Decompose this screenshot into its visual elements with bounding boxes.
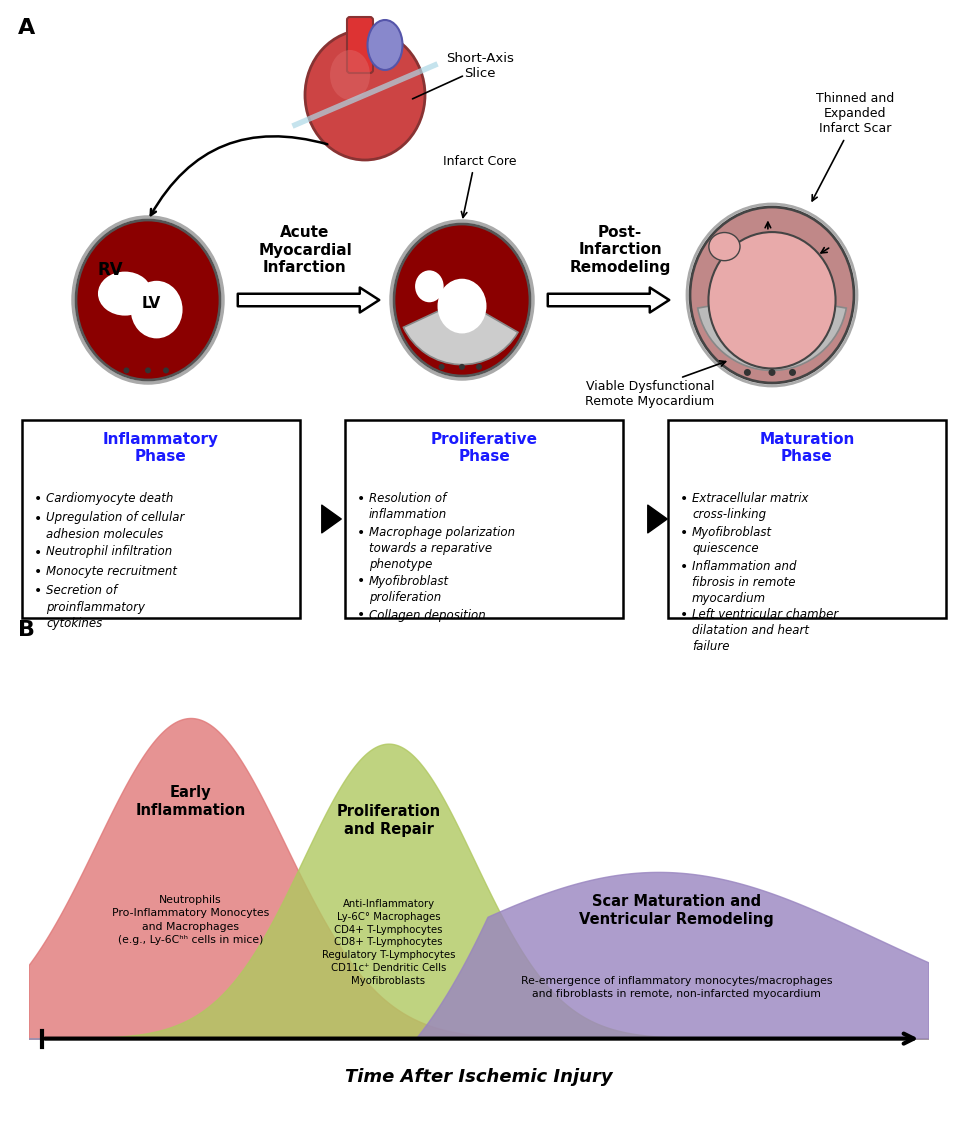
Text: Acute
Myocardial
Infarction: Acute Myocardial Infarction — [258, 225, 352, 275]
FancyBboxPatch shape — [347, 17, 373, 73]
Text: •: • — [34, 585, 42, 598]
Text: Resolution of
inflammation: Resolution of inflammation — [369, 492, 447, 521]
Text: Extracellular matrix
cross-linking: Extracellular matrix cross-linking — [692, 492, 809, 521]
Text: Neutrophil infiltration: Neutrophil infiltration — [46, 546, 172, 558]
Text: •: • — [680, 609, 688, 622]
Text: •: • — [680, 526, 688, 540]
Text: Anti-Inflammatory
Ly-6C° Macrophages
CD4+ T-Lymphocytes
CD8+ T-Lymphocytes
Regul: Anti-Inflammatory Ly-6C° Macrophages CD4… — [322, 899, 456, 986]
Text: Left ventricular chamber
dilatation and heart
failure: Left ventricular chamber dilatation and … — [692, 609, 838, 653]
FancyBboxPatch shape — [345, 420, 623, 618]
Text: •: • — [34, 565, 42, 579]
Wedge shape — [404, 300, 518, 364]
Text: LV: LV — [142, 297, 161, 312]
Text: •: • — [357, 492, 366, 506]
FancyArrowPatch shape — [237, 288, 379, 313]
Text: Macrophage polarization
towards a reparative
phenotype: Macrophage polarization towards a repara… — [369, 526, 515, 571]
Text: •: • — [34, 546, 42, 560]
Text: •: • — [357, 609, 366, 622]
FancyBboxPatch shape — [22, 420, 300, 618]
Text: •: • — [357, 526, 366, 540]
Text: A: A — [18, 18, 35, 38]
Ellipse shape — [690, 207, 854, 383]
FancyArrowPatch shape — [648, 505, 667, 533]
Text: Collagen deposition: Collagen deposition — [369, 609, 486, 621]
Text: Infarct Core: Infarct Core — [443, 155, 517, 168]
Circle shape — [123, 368, 129, 373]
Ellipse shape — [709, 233, 740, 260]
Ellipse shape — [98, 272, 152, 315]
Circle shape — [768, 369, 775, 376]
Ellipse shape — [415, 271, 444, 303]
Circle shape — [438, 364, 445, 370]
Text: Inflammation and
fibrosis in remote
myocardium: Inflammation and fibrosis in remote myoc… — [692, 560, 796, 605]
Text: Cardiomyocyte death: Cardiomyocyte death — [46, 492, 173, 505]
Ellipse shape — [394, 224, 530, 376]
Ellipse shape — [708, 232, 835, 369]
FancyArrowPatch shape — [322, 505, 342, 533]
Text: •: • — [680, 492, 688, 506]
Circle shape — [163, 368, 169, 373]
Ellipse shape — [131, 281, 183, 338]
Text: B: B — [18, 620, 35, 640]
FancyArrowPatch shape — [547, 288, 669, 313]
Circle shape — [744, 369, 751, 376]
Circle shape — [789, 369, 796, 376]
Text: Time After Ischemic Injury: Time After Ischemic Injury — [345, 1068, 612, 1086]
Wedge shape — [698, 295, 846, 370]
Text: Secretion of
proinflammatory
cytokines: Secretion of proinflammatory cytokines — [46, 585, 145, 629]
Text: Post-
Infarction
Remodeling: Post- Infarction Remodeling — [569, 225, 671, 275]
Ellipse shape — [305, 30, 425, 160]
Text: Inflammatory
Phase: Inflammatory Phase — [103, 432, 219, 465]
FancyBboxPatch shape — [668, 420, 946, 618]
Text: Monocyte recruitment: Monocyte recruitment — [46, 565, 177, 578]
Text: Myofibroblast
proliferation: Myofibroblast proliferation — [369, 574, 449, 603]
Circle shape — [459, 364, 465, 370]
Text: Thinned and
Expanded
Infarct Scar: Thinned and Expanded Infarct Scar — [816, 93, 894, 135]
Text: •: • — [34, 512, 42, 525]
Text: Proliferation
and Repair: Proliferation and Repair — [337, 804, 440, 837]
Text: Viable Dysfunctional
Remote Myocardium: Viable Dysfunctional Remote Myocardium — [586, 380, 715, 408]
Text: Short-Axis
Slice: Short-Axis Slice — [446, 53, 514, 80]
Text: Neutrophils
Pro-Inflammatory Monocytes
and Macrophages
(e.g., Ly-6Cʰʰ cells in m: Neutrophils Pro-Inflammatory Monocytes a… — [112, 895, 269, 944]
Ellipse shape — [330, 50, 370, 100]
Ellipse shape — [367, 21, 403, 70]
Text: Myofibroblast
quiescence: Myofibroblast quiescence — [692, 526, 772, 555]
Text: Proliferative
Phase: Proliferative Phase — [431, 432, 538, 465]
Text: •: • — [680, 560, 688, 574]
Text: Upregulation of cellular
adhesion molecules: Upregulation of cellular adhesion molecu… — [46, 512, 185, 540]
Circle shape — [476, 364, 482, 370]
Ellipse shape — [76, 220, 220, 380]
Text: •: • — [34, 492, 42, 506]
Ellipse shape — [437, 279, 486, 333]
Text: Re-emergence of inflammatory monocytes/macrophages
and fibroblasts in remote, no: Re-emergence of inflammatory monocytes/m… — [521, 975, 833, 999]
Circle shape — [145, 368, 151, 373]
Text: Maturation
Phase: Maturation Phase — [759, 432, 855, 465]
Text: Scar Maturation and
Ventricular Remodeling: Scar Maturation and Ventricular Remodeli… — [579, 893, 774, 927]
Text: Early
Inflammation: Early Inflammation — [136, 785, 246, 818]
Text: RV: RV — [98, 260, 123, 279]
Text: •: • — [357, 574, 366, 588]
